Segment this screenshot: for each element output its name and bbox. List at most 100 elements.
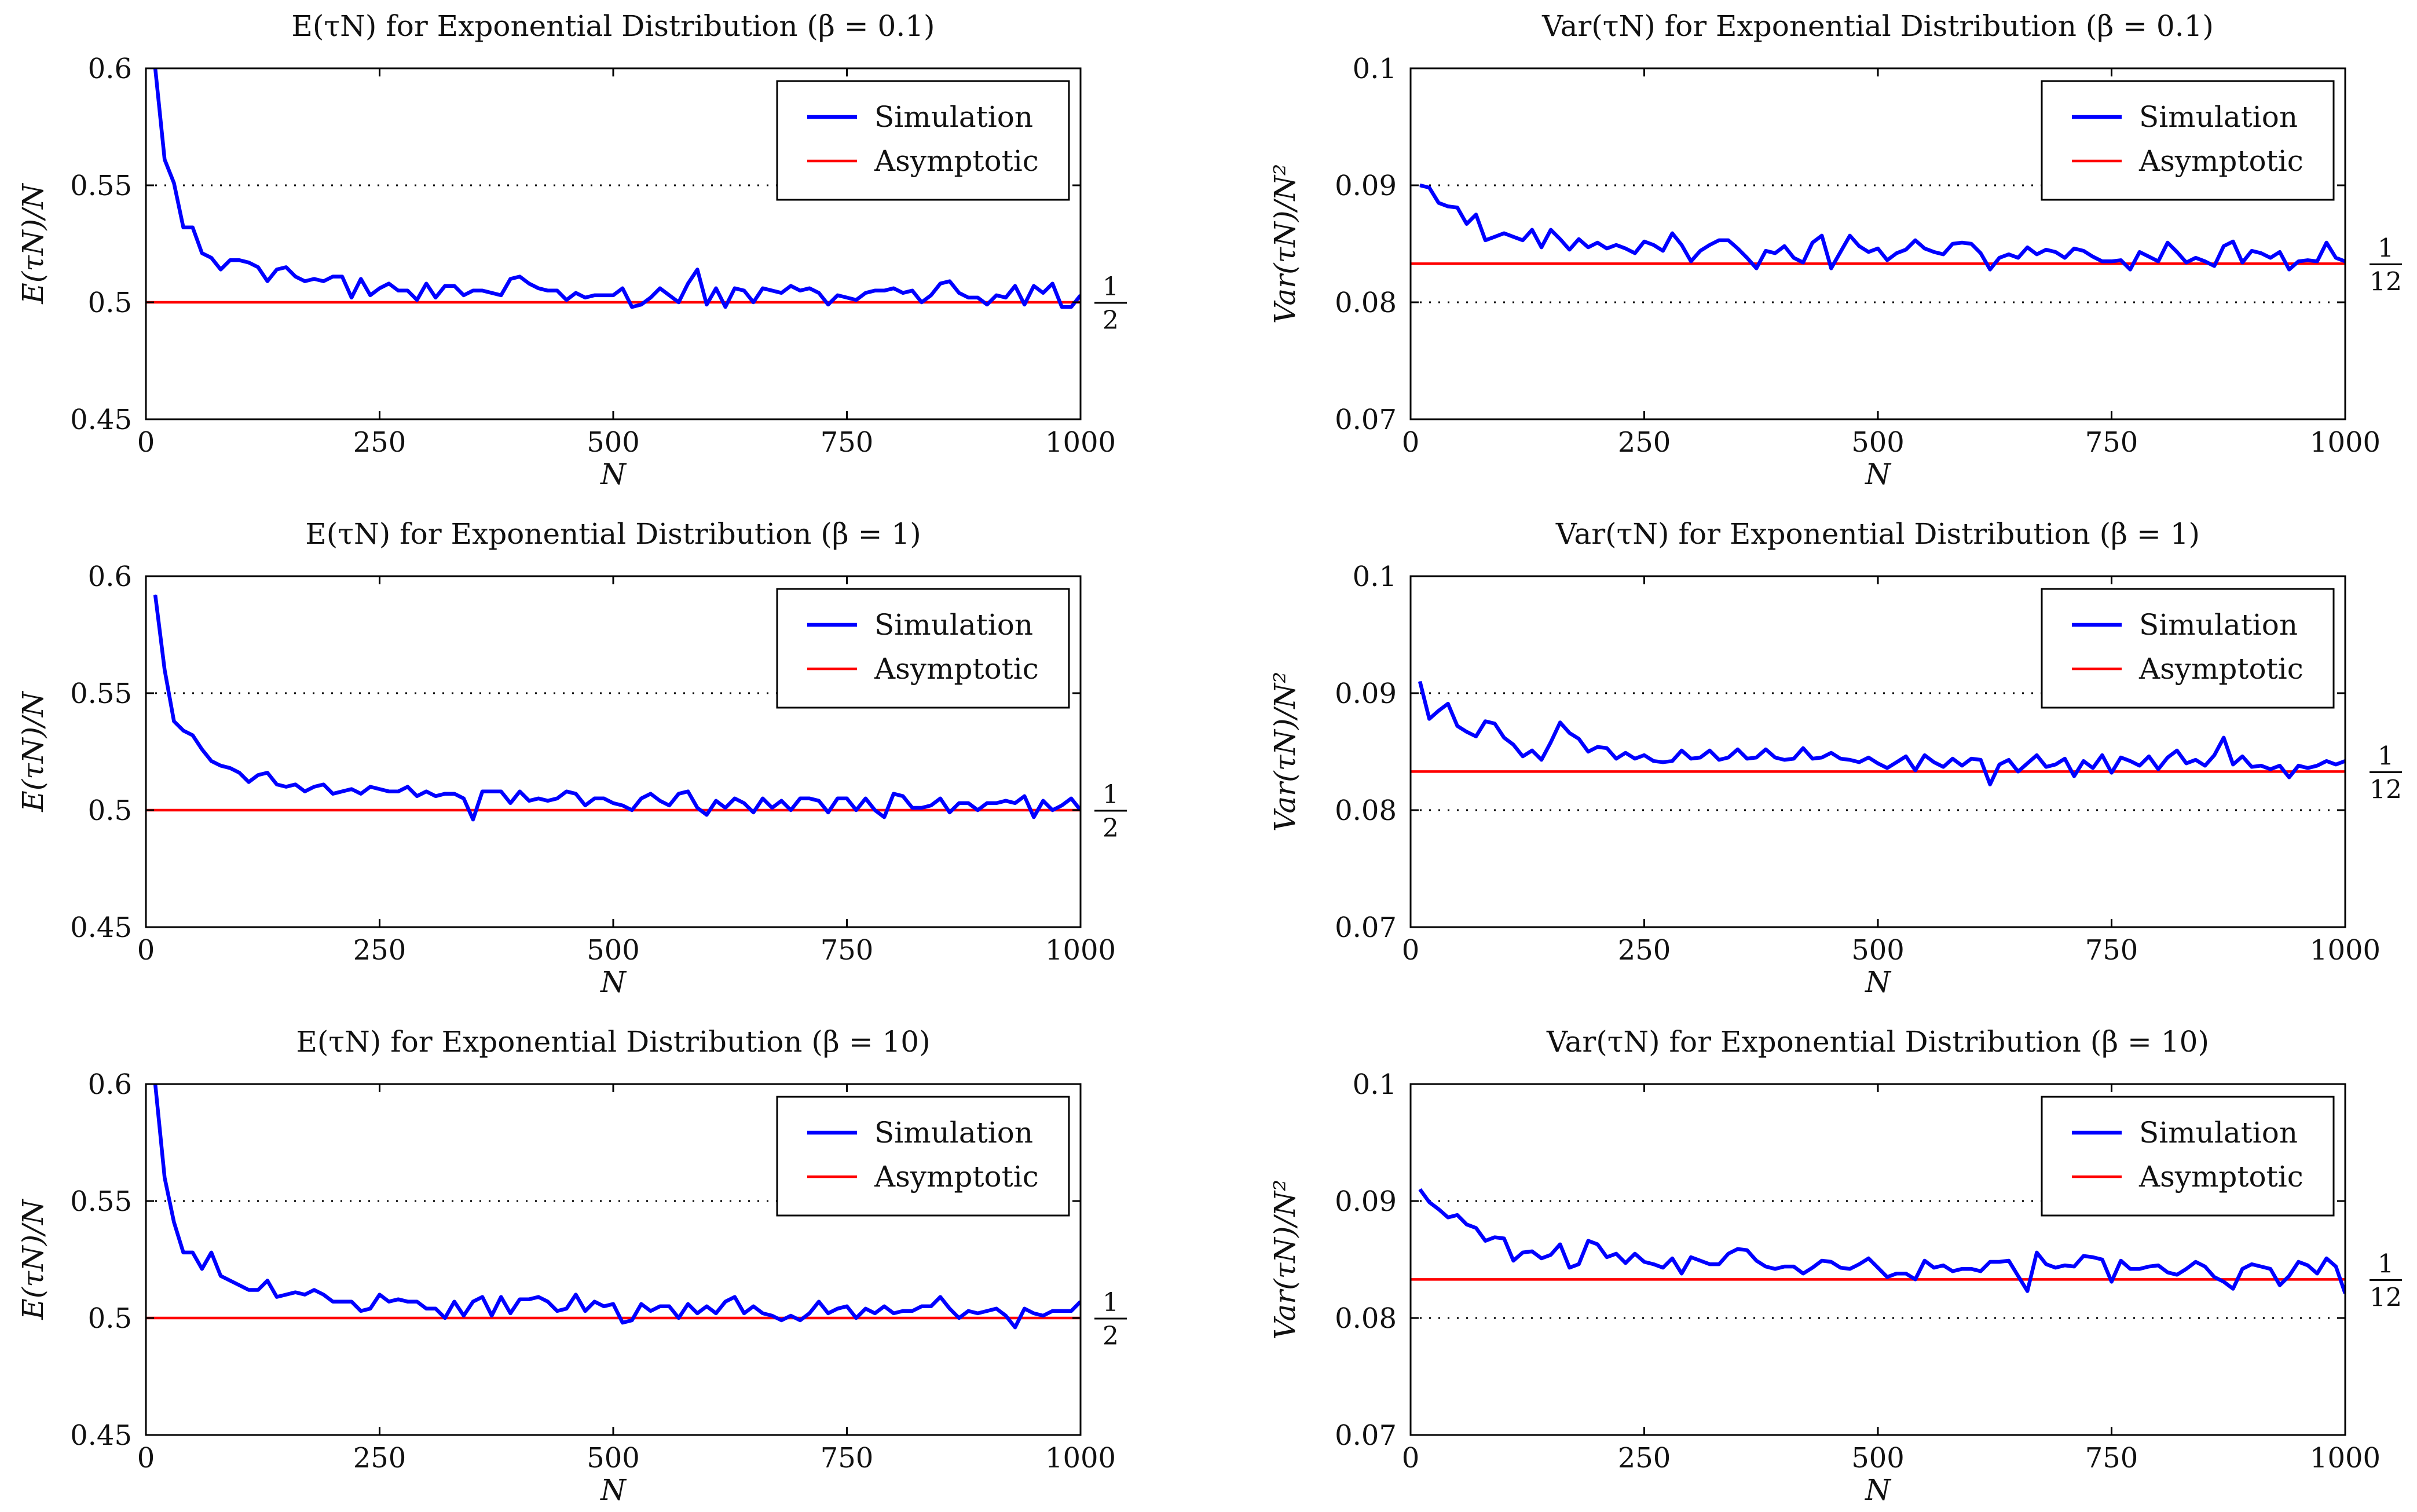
data-point	[248, 262, 250, 263]
data-point	[1033, 1313, 1035, 1314]
data-point	[1456, 725, 1458, 727]
data-point	[453, 285, 455, 287]
data-point	[192, 226, 193, 228]
x-tick-label: 750	[821, 1442, 874, 1474]
data-point	[669, 805, 670, 806]
data-point	[2139, 251, 2140, 252]
data-point	[1503, 737, 1505, 738]
data-point	[2101, 261, 2103, 262]
data-point	[986, 304, 988, 305]
x-tick-label: 500	[587, 426, 640, 459]
data-point	[921, 302, 922, 303]
data-point	[762, 1313, 764, 1314]
data-point	[986, 1310, 988, 1312]
data-point	[2251, 766, 2253, 768]
data-point	[1061, 306, 1063, 307]
data-point	[285, 1294, 287, 1295]
data-point	[2204, 765, 2206, 767]
x-axis-label: N	[600, 965, 627, 999]
data-point	[613, 295, 614, 296]
data-point	[2270, 1268, 2271, 1269]
data-point	[2176, 750, 2178, 751]
data-point	[304, 280, 306, 282]
data-point	[1672, 1258, 1673, 1259]
data-point	[2045, 249, 2047, 250]
data-point	[2158, 768, 2159, 770]
data-point	[669, 295, 670, 296]
data-point	[1578, 1264, 1580, 1265]
data-point	[239, 259, 240, 261]
data-point	[706, 304, 708, 305]
data-point	[800, 1320, 801, 1321]
data-point	[1858, 762, 1860, 763]
data-point	[1625, 752, 1627, 753]
data-point	[724, 1301, 726, 1302]
data-point	[687, 1303, 689, 1305]
data-point	[2260, 765, 2262, 767]
y-tick-label: 0.45	[70, 404, 132, 436]
data-point	[1812, 1267, 1813, 1268]
data-point	[640, 304, 642, 305]
data-point	[734, 287, 735, 289]
data-point	[2316, 1273, 2318, 1275]
data-point	[482, 1296, 483, 1298]
simulation-line	[1418, 681, 2345, 786]
data-point	[1924, 248, 1925, 249]
data-point	[276, 784, 277, 785]
data-point	[295, 1291, 296, 1293]
data-point	[1924, 755, 1925, 756]
data-point	[1559, 1243, 1561, 1245]
asymptote-fraction: 112	[2370, 741, 2402, 804]
data-point	[584, 1310, 586, 1312]
data-point	[1634, 1253, 1636, 1254]
data-point	[276, 269, 277, 270]
data-point	[2204, 261, 2206, 262]
data-point	[2167, 1272, 2169, 1273]
data-point	[874, 1313, 876, 1314]
data-point	[930, 295, 932, 296]
data-point	[1559, 239, 1561, 240]
data-point	[921, 1306, 922, 1307]
legend-label-asymptotic: Asymptotic	[874, 652, 1039, 686]
data-point	[1989, 1261, 1991, 1262]
x-tick-label: 750	[2085, 934, 2138, 966]
data-point	[1033, 817, 1035, 818]
data-point	[1569, 249, 1570, 250]
data-point	[1793, 257, 1795, 259]
data-point	[2326, 242, 2327, 243]
data-point	[1999, 764, 2000, 766]
y-tick-label: 0.09	[1335, 1185, 1397, 1218]
data-point	[1653, 760, 1654, 762]
data-point	[407, 290, 408, 291]
data-point	[1718, 759, 1720, 760]
data-point	[613, 803, 614, 804]
data-point	[1933, 762, 1935, 763]
data-point	[313, 278, 315, 280]
data-point	[1672, 233, 1673, 234]
legend-label-asymptotic: Asymptotic	[874, 144, 1039, 178]
data-point	[1024, 304, 1025, 305]
data-point	[1718, 1264, 1720, 1265]
data-point	[1961, 765, 1963, 767]
chart-title: E(τN) for Exponential Distribution (β = …	[305, 517, 921, 551]
data-point	[426, 1308, 427, 1309]
data-point	[444, 793, 446, 795]
data-point	[1550, 742, 1551, 743]
fraction-denominator: 12	[2370, 267, 2402, 296]
data-point	[1784, 1266, 1785, 1267]
data-point	[528, 1298, 530, 1300]
data-point	[893, 793, 894, 795]
data-point	[1061, 1310, 1063, 1312]
data-point	[2101, 755, 2103, 756]
data-point	[1503, 1238, 1505, 1239]
data-point	[1858, 246, 1860, 247]
x-tick-label: 1000	[1045, 426, 1116, 459]
data-point	[2335, 257, 2337, 259]
data-point	[781, 1320, 782, 1321]
data-point	[257, 1289, 259, 1291]
data-point	[855, 1317, 857, 1319]
legend-box	[2041, 588, 2335, 709]
data-point	[463, 295, 464, 296]
data-point	[2074, 1266, 2075, 1267]
x-tick-label: 1000	[2310, 1442, 2381, 1474]
